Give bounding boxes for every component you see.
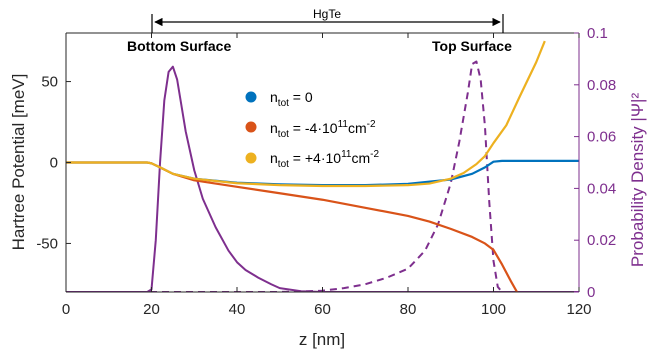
x-tick-label: 40: [229, 301, 246, 318]
hgte-label: HgTe: [313, 7, 341, 21]
series-layer: [66, 40, 579, 292]
x-tick-label: 120: [566, 301, 591, 318]
probability-density-bottom-line: [66, 65, 579, 292]
x-tick-label: 0: [62, 301, 70, 318]
legend-label-ntot-pos: ntot = +4·1011cm-2: [270, 149, 379, 170]
y-right-tick-label: 0.04: [587, 180, 616, 197]
legend-marker-ntot-0: [245, 91, 257, 103]
y-right-tick-label: 0: [587, 284, 595, 301]
legend: ntot = 0 ntot = -4·1011cm-2 ntot = +4·10…: [245, 89, 379, 170]
tick-layer: 0 20 40 60 80 100 120 -50 0 50 0 0.02 0.04 0.06 0.08 0.…: [36, 25, 616, 318]
legend-label-ntot-0: ntot = 0: [270, 89, 313, 109]
x-tick-label: 20: [143, 301, 160, 318]
legend-label-ntot-neg: ntot = -4·1011cm-2: [270, 119, 376, 140]
hartree-line-ntot-pos: [66, 40, 546, 188]
y-axis-label-left: Hartree Potential [meV]: [9, 74, 28, 251]
bottom-surface-label: Bottom Surface: [127, 38, 231, 54]
legend-marker-ntot-neg: [245, 121, 257, 133]
top-surface-label: Top Surface: [432, 38, 512, 54]
y-axis-label-right: Probability Density |Ψ|²: [628, 93, 647, 268]
y-left-tick-label: 0: [50, 155, 58, 172]
y-right-tick-label: 0.1: [587, 25, 608, 42]
legend-marker-ntot-pos: [245, 152, 257, 164]
y-right-tick-label: 0.08: [587, 77, 616, 94]
x-axis-label: z [nm]: [299, 330, 345, 349]
x-tick-label: 80: [400, 301, 417, 318]
x-tick-label: 60: [314, 301, 331, 318]
y-left-tick-label: -50: [36, 235, 58, 252]
y-right-tick-label: 0.02: [587, 232, 616, 249]
x-tick-label: 100: [481, 301, 506, 318]
y-left-tick-label: 50: [41, 74, 58, 91]
probability-density-top-line: [66, 60, 579, 292]
y-right-tick-label: 0.06: [587, 129, 616, 146]
